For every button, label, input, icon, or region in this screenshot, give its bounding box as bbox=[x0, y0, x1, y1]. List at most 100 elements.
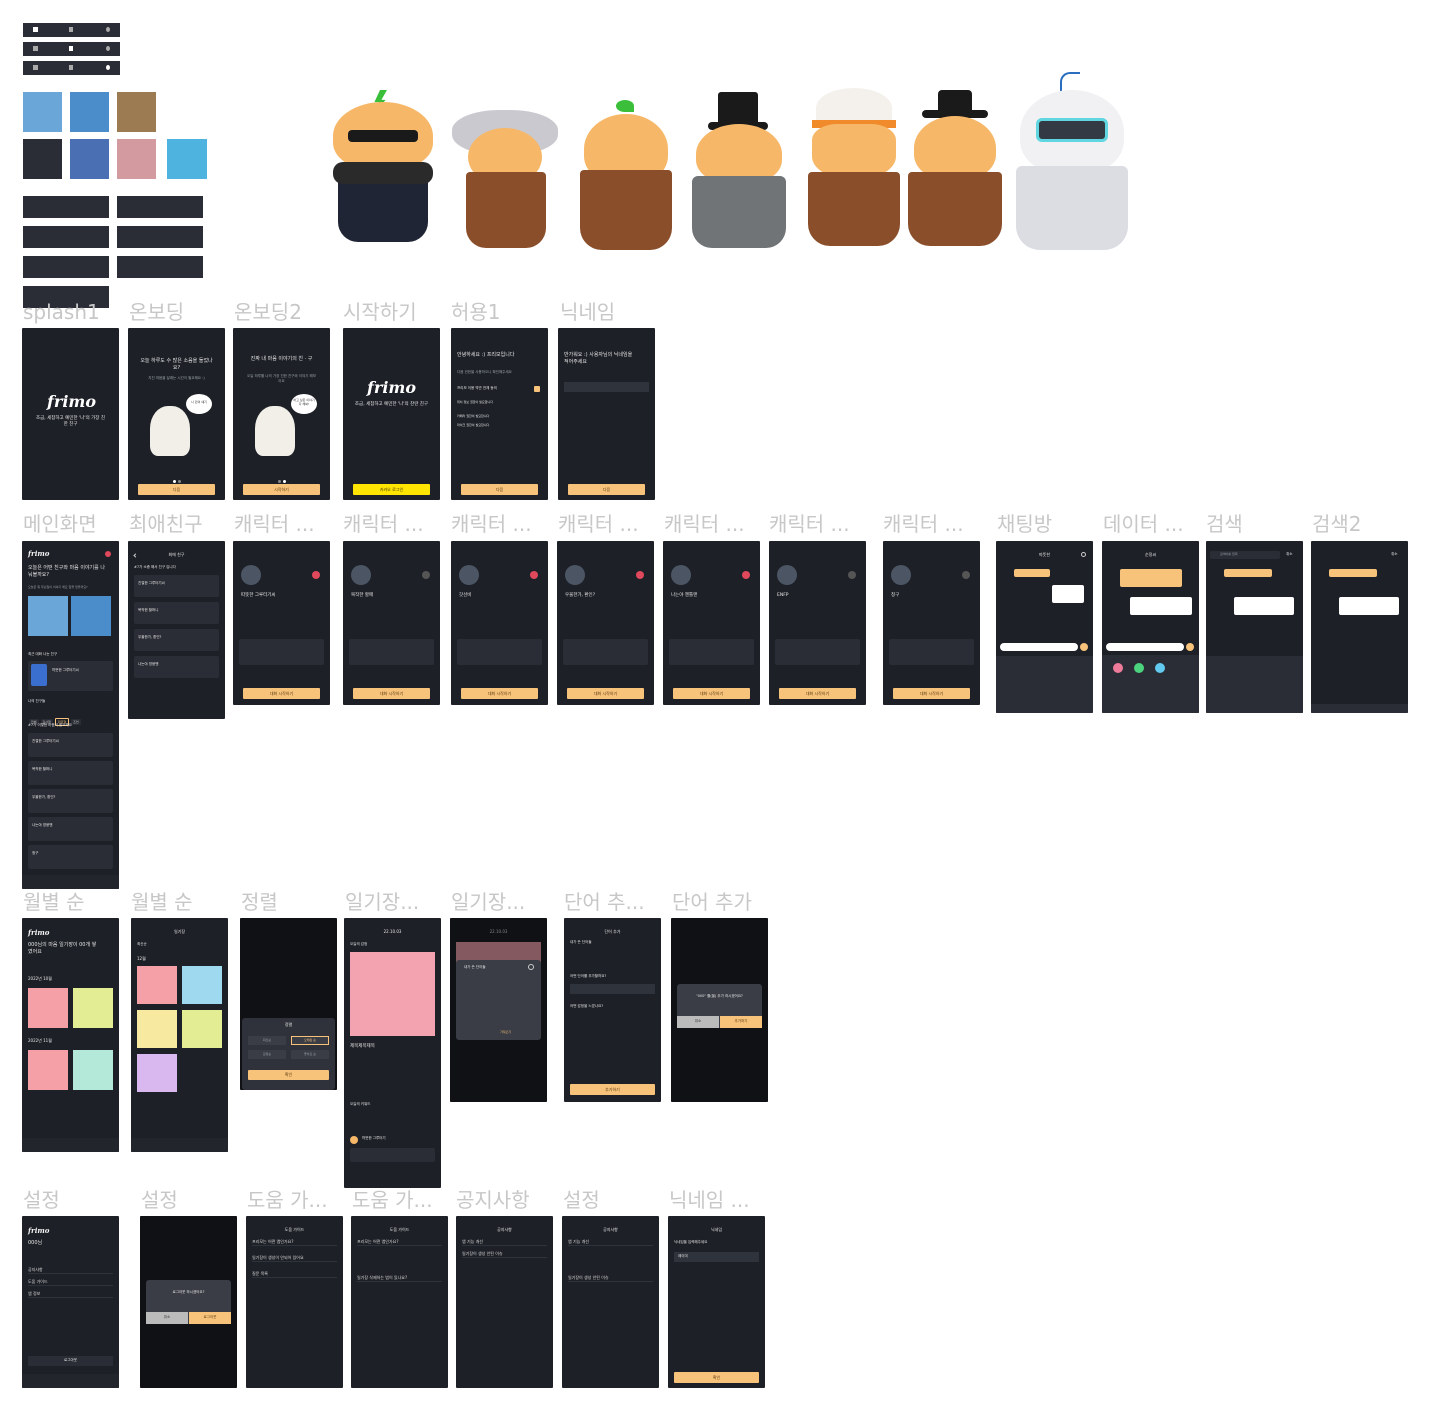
bottom-tab-bar[interactable] bbox=[22, 1374, 119, 1388]
heart-icon[interactable] bbox=[312, 571, 320, 579]
heart-icon[interactable] bbox=[530, 571, 538, 579]
next-button[interactable]: 다음 bbox=[461, 484, 538, 495]
kakao-login-button[interactable]: 카카오 로그인 bbox=[353, 484, 430, 495]
start-chat-button[interactable]: 대화 시작하기 bbox=[893, 688, 970, 699]
diary-thumb[interactable] bbox=[73, 1050, 113, 1090]
bottom-tab-bar[interactable] bbox=[22, 875, 119, 889]
friend-list-item[interactable] bbox=[134, 629, 219, 651]
photo-icon[interactable] bbox=[1113, 663, 1123, 673]
start-chat-button[interactable]: 대화 시작하기 bbox=[673, 688, 750, 699]
friend-list-item[interactable] bbox=[134, 602, 219, 624]
message-input[interactable] bbox=[1000, 643, 1078, 651]
friend-list-item[interactable] bbox=[28, 789, 113, 813]
diary-thumb[interactable] bbox=[182, 1010, 222, 1048]
add-icon[interactable] bbox=[528, 964, 534, 970]
notice-item[interactable]: 일기장이 생성 안된 이슈 bbox=[462, 1250, 547, 1258]
faq-item[interactable]: 프리모는 어떤 앱인가요? bbox=[252, 1238, 337, 1246]
logout-confirm-button[interactable] bbox=[189, 1312, 231, 1324]
character-name: ENFP bbox=[777, 593, 789, 598]
sort-option[interactable] bbox=[291, 1050, 329, 1059]
character-card[interactable] bbox=[28, 596, 68, 636]
nickname-input[interactable] bbox=[674, 1252, 759, 1262]
heart-icon[interactable] bbox=[422, 571, 430, 579]
send-icon[interactable] bbox=[1186, 643, 1194, 651]
bottom-tab-bar[interactable] bbox=[22, 1138, 119, 1152]
keyboard[interactable] bbox=[1206, 656, 1303, 713]
faq-item[interactable]: 일기장이 생성이 안되어 있어요 bbox=[252, 1254, 337, 1262]
heart-icon[interactable] bbox=[636, 571, 644, 579]
settings-item[interactable]: 공지사항 bbox=[28, 1266, 113, 1274]
sort-option[interactable] bbox=[248, 1036, 286, 1045]
next-button[interactable]: 다음 bbox=[138, 484, 215, 495]
friend-list-item[interactable] bbox=[28, 761, 113, 785]
friend-list-item[interactable] bbox=[28, 845, 113, 869]
bottom-tab-bar[interactable] bbox=[131, 1138, 228, 1152]
speech-bubble bbox=[291, 394, 317, 414]
add-button[interactable] bbox=[720, 1016, 762, 1028]
next-button[interactable]: 다음 bbox=[568, 484, 645, 495]
start-chat-button[interactable]: 대화 시작하기 bbox=[461, 688, 538, 699]
keyword-icon[interactable] bbox=[1155, 663, 1165, 673]
faq-item[interactable]: 질문 목록 bbox=[252, 1270, 337, 1278]
diary-thumb[interactable] bbox=[137, 1054, 177, 1092]
tagline: 조금, 세찹하고 예민한 '나'의 찬란 친구 bbox=[354, 402, 429, 407]
camera-icon[interactable] bbox=[1134, 663, 1144, 673]
cancel-button[interactable] bbox=[677, 1016, 719, 1028]
recent-friend-name: 따뜻한 그루터기씨 bbox=[52, 668, 79, 672]
cancel-button[interactable]: 취소 bbox=[1391, 552, 1398, 556]
faq-item[interactable]: 일기장 삭제하는 법이 있나요? bbox=[357, 1274, 442, 1282]
settings-item[interactable]: 도움 가이드 bbox=[28, 1278, 113, 1286]
start-chat-button[interactable]: 대화 시작하기 bbox=[567, 688, 644, 699]
diary-thumb[interactable] bbox=[137, 966, 177, 1004]
diary-thumb[interactable] bbox=[182, 966, 222, 1004]
send-icon[interactable] bbox=[1080, 643, 1088, 651]
screen-character: 복작한 할매 대화 시작하기 bbox=[343, 541, 440, 705]
search-input[interactable] bbox=[1210, 551, 1280, 559]
friend-list-item[interactable] bbox=[134, 656, 219, 678]
permission-sub: 다음 권한을 사용하오니 확인해주세요 bbox=[457, 370, 512, 374]
faq-item[interactable]: 프리모는 어떤 앱인가요? bbox=[357, 1238, 442, 1246]
cancel-button[interactable]: 취소 bbox=[1286, 552, 1293, 556]
diary-thumb[interactable] bbox=[28, 988, 68, 1028]
keyboard[interactable] bbox=[996, 656, 1093, 713]
confirm-button[interactable]: 확인 bbox=[674, 1372, 759, 1383]
diary-thumb[interactable] bbox=[137, 1010, 177, 1048]
sort-label[interactable]: 최신순 bbox=[137, 942, 147, 946]
list-item-component bbox=[23, 256, 109, 278]
filter-chips[interactable]: 전체 감사형 위로형 조언 bbox=[29, 718, 81, 726]
friend-list-item[interactable] bbox=[28, 817, 113, 841]
heart-icon[interactable] bbox=[962, 571, 970, 579]
app-logo: frimo bbox=[28, 549, 50, 558]
heart-icon[interactable] bbox=[848, 571, 856, 579]
add-button[interactable]: 추가하기 bbox=[570, 1084, 655, 1095]
settings-item[interactable]: 앱 정보 bbox=[28, 1290, 113, 1298]
check-icon[interactable] bbox=[534, 386, 540, 392]
frame-label: 캐릭터 ... bbox=[234, 512, 315, 536]
notice-item[interactable]: 앱 기능 개선 bbox=[568, 1238, 653, 1246]
start-chat-button[interactable]: 대화 시작하기 bbox=[779, 688, 856, 699]
friend-list-item[interactable] bbox=[28, 733, 113, 757]
heart-icon[interactable] bbox=[105, 551, 111, 557]
logout-button[interactable] bbox=[28, 1356, 113, 1366]
notice-item[interactable]: 앱 기능 개선 bbox=[462, 1238, 547, 1246]
start-chat-button[interactable]: 대화 시작하기 bbox=[243, 688, 320, 699]
start-chat-button[interactable]: 대화 시작하기 bbox=[353, 688, 430, 699]
start-button[interactable]: 시작하기 bbox=[243, 484, 320, 495]
friend-list-item[interactable] bbox=[134, 575, 219, 597]
message-input[interactable] bbox=[1106, 643, 1184, 651]
nickname-input[interactable] bbox=[564, 382, 649, 392]
back-icon[interactable] bbox=[133, 553, 138, 558]
diary-thumb[interactable] bbox=[28, 1050, 68, 1090]
word-input[interactable] bbox=[570, 984, 655, 994]
confirm-button[interactable]: 확인 bbox=[248, 1070, 329, 1080]
frame-label: 설정 bbox=[141, 1188, 178, 1212]
heart-icon[interactable] bbox=[742, 571, 750, 579]
import-button[interactable]: 가져오기 bbox=[500, 1030, 512, 1034]
sort-option[interactable] bbox=[248, 1050, 286, 1059]
diary-thumb[interactable] bbox=[73, 988, 113, 1028]
sort-option-selected[interactable] bbox=[291, 1036, 329, 1045]
character-card[interactable] bbox=[71, 596, 111, 636]
cancel-button[interactable] bbox=[146, 1312, 188, 1324]
search-icon[interactable] bbox=[1081, 552, 1086, 557]
notice-item[interactable]: 일기장이 생성 안된 이슈 bbox=[568, 1274, 653, 1282]
